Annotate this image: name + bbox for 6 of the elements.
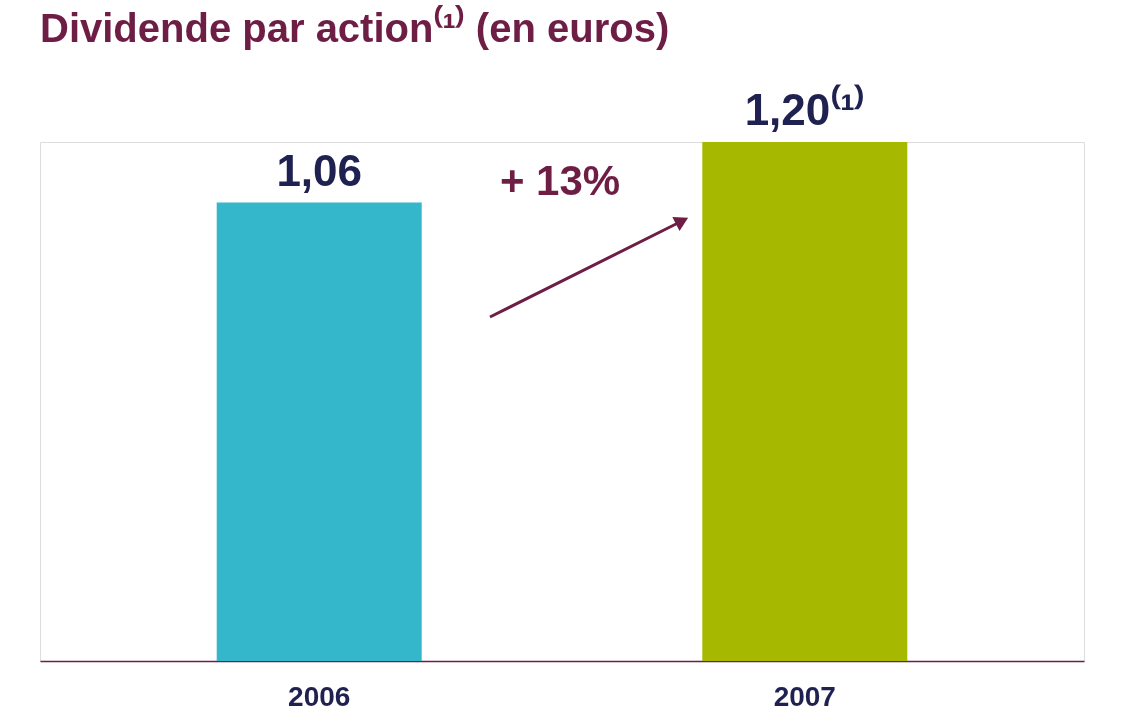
- chart-title: Dividende par action⁽¹⁾ (en euros): [40, 5, 670, 50]
- x-tick-label: 2007: [773, 680, 836, 712]
- annotation: + 13%: [499, 157, 621, 204]
- data-label: 1,06: [276, 145, 363, 195]
- data-label: 1,20⁽¹⁾: [744, 84, 865, 134]
- x-tick-label: 2006: [288, 680, 351, 712]
